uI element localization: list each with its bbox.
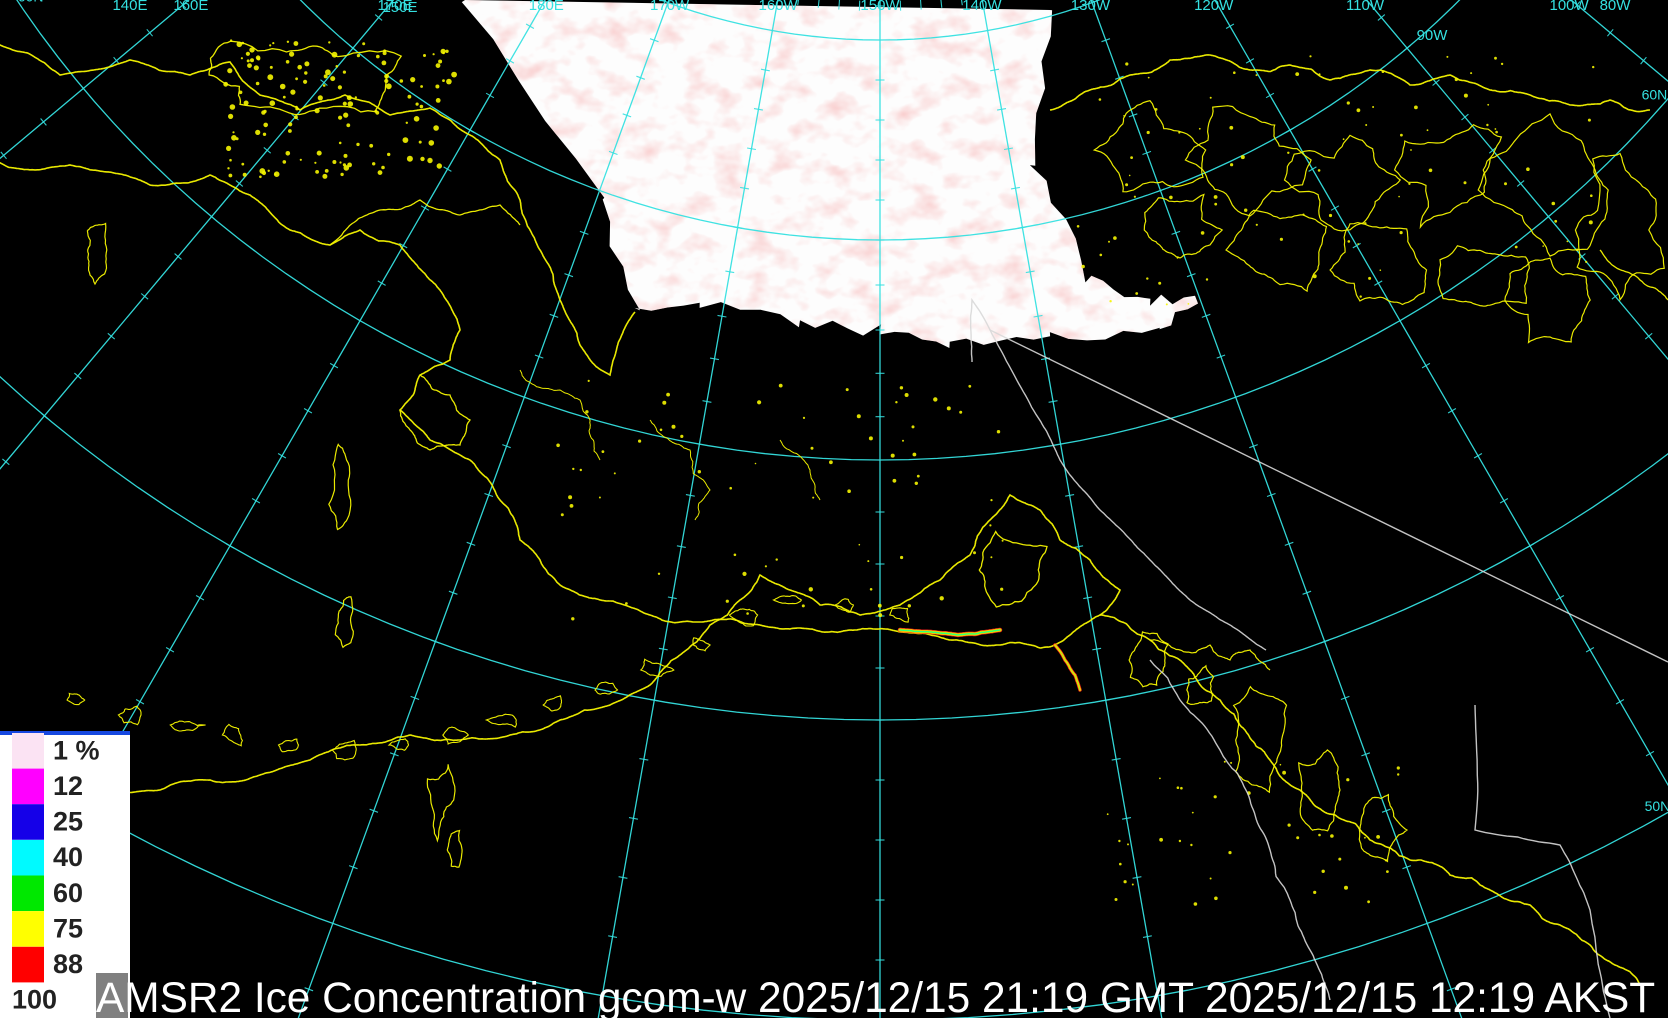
svg-text:88: 88 xyxy=(53,949,83,979)
svg-text:140E: 140E xyxy=(112,0,147,14)
svg-text:100W: 100W xyxy=(1550,0,1590,14)
svg-text:25: 25 xyxy=(53,807,83,837)
svg-text:AMSR2 Ice Concentration gcom-w: AMSR2 Ice Concentration gcom-w 2025/12/1… xyxy=(96,974,1655,1018)
svg-text:130W: 130W xyxy=(1071,0,1111,14)
svg-text:1 %: 1 % xyxy=(53,735,100,765)
svg-text:60N: 60N xyxy=(1642,87,1668,103)
svg-text:40: 40 xyxy=(53,842,83,872)
svg-text:90W: 90W xyxy=(1417,27,1449,44)
svg-text:120W: 120W xyxy=(1194,0,1234,14)
svg-text:160W: 160W xyxy=(759,0,799,14)
svg-text:80W: 80W xyxy=(1600,0,1632,14)
svg-text:100: 100 xyxy=(12,985,57,1015)
svg-text:12: 12 xyxy=(53,771,83,801)
svg-text:150W: 150W xyxy=(860,0,900,14)
svg-text:140W: 140W xyxy=(962,0,1002,14)
svg-text:75: 75 xyxy=(53,914,83,944)
svg-text:180E: 180E xyxy=(529,0,564,14)
svg-text:60: 60 xyxy=(53,878,83,908)
svg-text:170W: 170W xyxy=(650,0,690,14)
svg-text:60N: 60N xyxy=(18,0,44,5)
svg-text:110W: 110W xyxy=(1346,0,1385,14)
svg-text:150E: 150E xyxy=(382,0,417,16)
svg-text:160E: 160E xyxy=(173,0,208,14)
svg-text:50N: 50N xyxy=(1645,798,1668,814)
